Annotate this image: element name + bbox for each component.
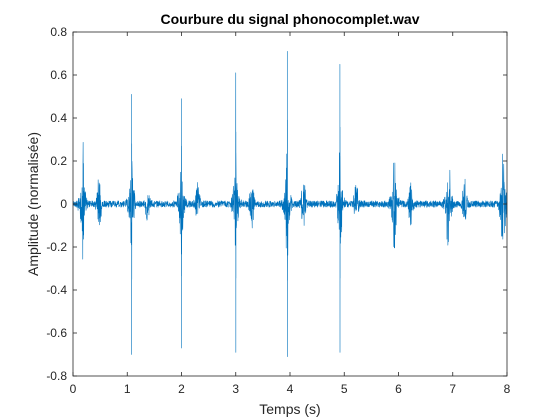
y-axis-ticks: 0.8 0.6 0.4 0.2 0 -0.2 -0.4 -0.6 -0.8 <box>46 25 507 383</box>
y-tick-label: -0.6 <box>46 326 67 340</box>
y-tick-label: 0.8 <box>50 25 67 39</box>
y-tick-label: 0.2 <box>50 154 67 168</box>
signal-line <box>73 51 507 357</box>
y-tick-label: 0 <box>60 197 67 211</box>
x-axis-label: Temps (s) <box>259 401 320 417</box>
x-tick-label: 6 <box>395 382 402 396</box>
x-tick-label: 5 <box>341 382 348 396</box>
y-tick-label: -0.4 <box>46 283 67 297</box>
x-tick-label: 7 <box>449 382 456 396</box>
y-axis-label: Amplitude (normalisée) <box>25 132 41 276</box>
x-tick-label: 2 <box>178 382 185 396</box>
x-tick-label: 0 <box>70 382 77 396</box>
chart-title: Courbure du signal phonocomplet.wav <box>160 11 419 27</box>
x-tick-label: 3 <box>232 382 239 396</box>
signal-series <box>73 51 507 357</box>
y-tick-label: -0.2 <box>46 240 67 254</box>
x-tick-label: 4 <box>287 382 294 396</box>
x-tick-label: 8 <box>504 382 511 396</box>
y-tick-label: 0.6 <box>50 68 67 82</box>
x-axis-ticks: 0 1 2 3 4 5 6 7 8 <box>70 32 511 396</box>
x-tick-label: 1 <box>124 382 131 396</box>
y-tick-label: -0.8 <box>46 369 67 383</box>
y-tick-label: 0.4 <box>50 111 67 125</box>
